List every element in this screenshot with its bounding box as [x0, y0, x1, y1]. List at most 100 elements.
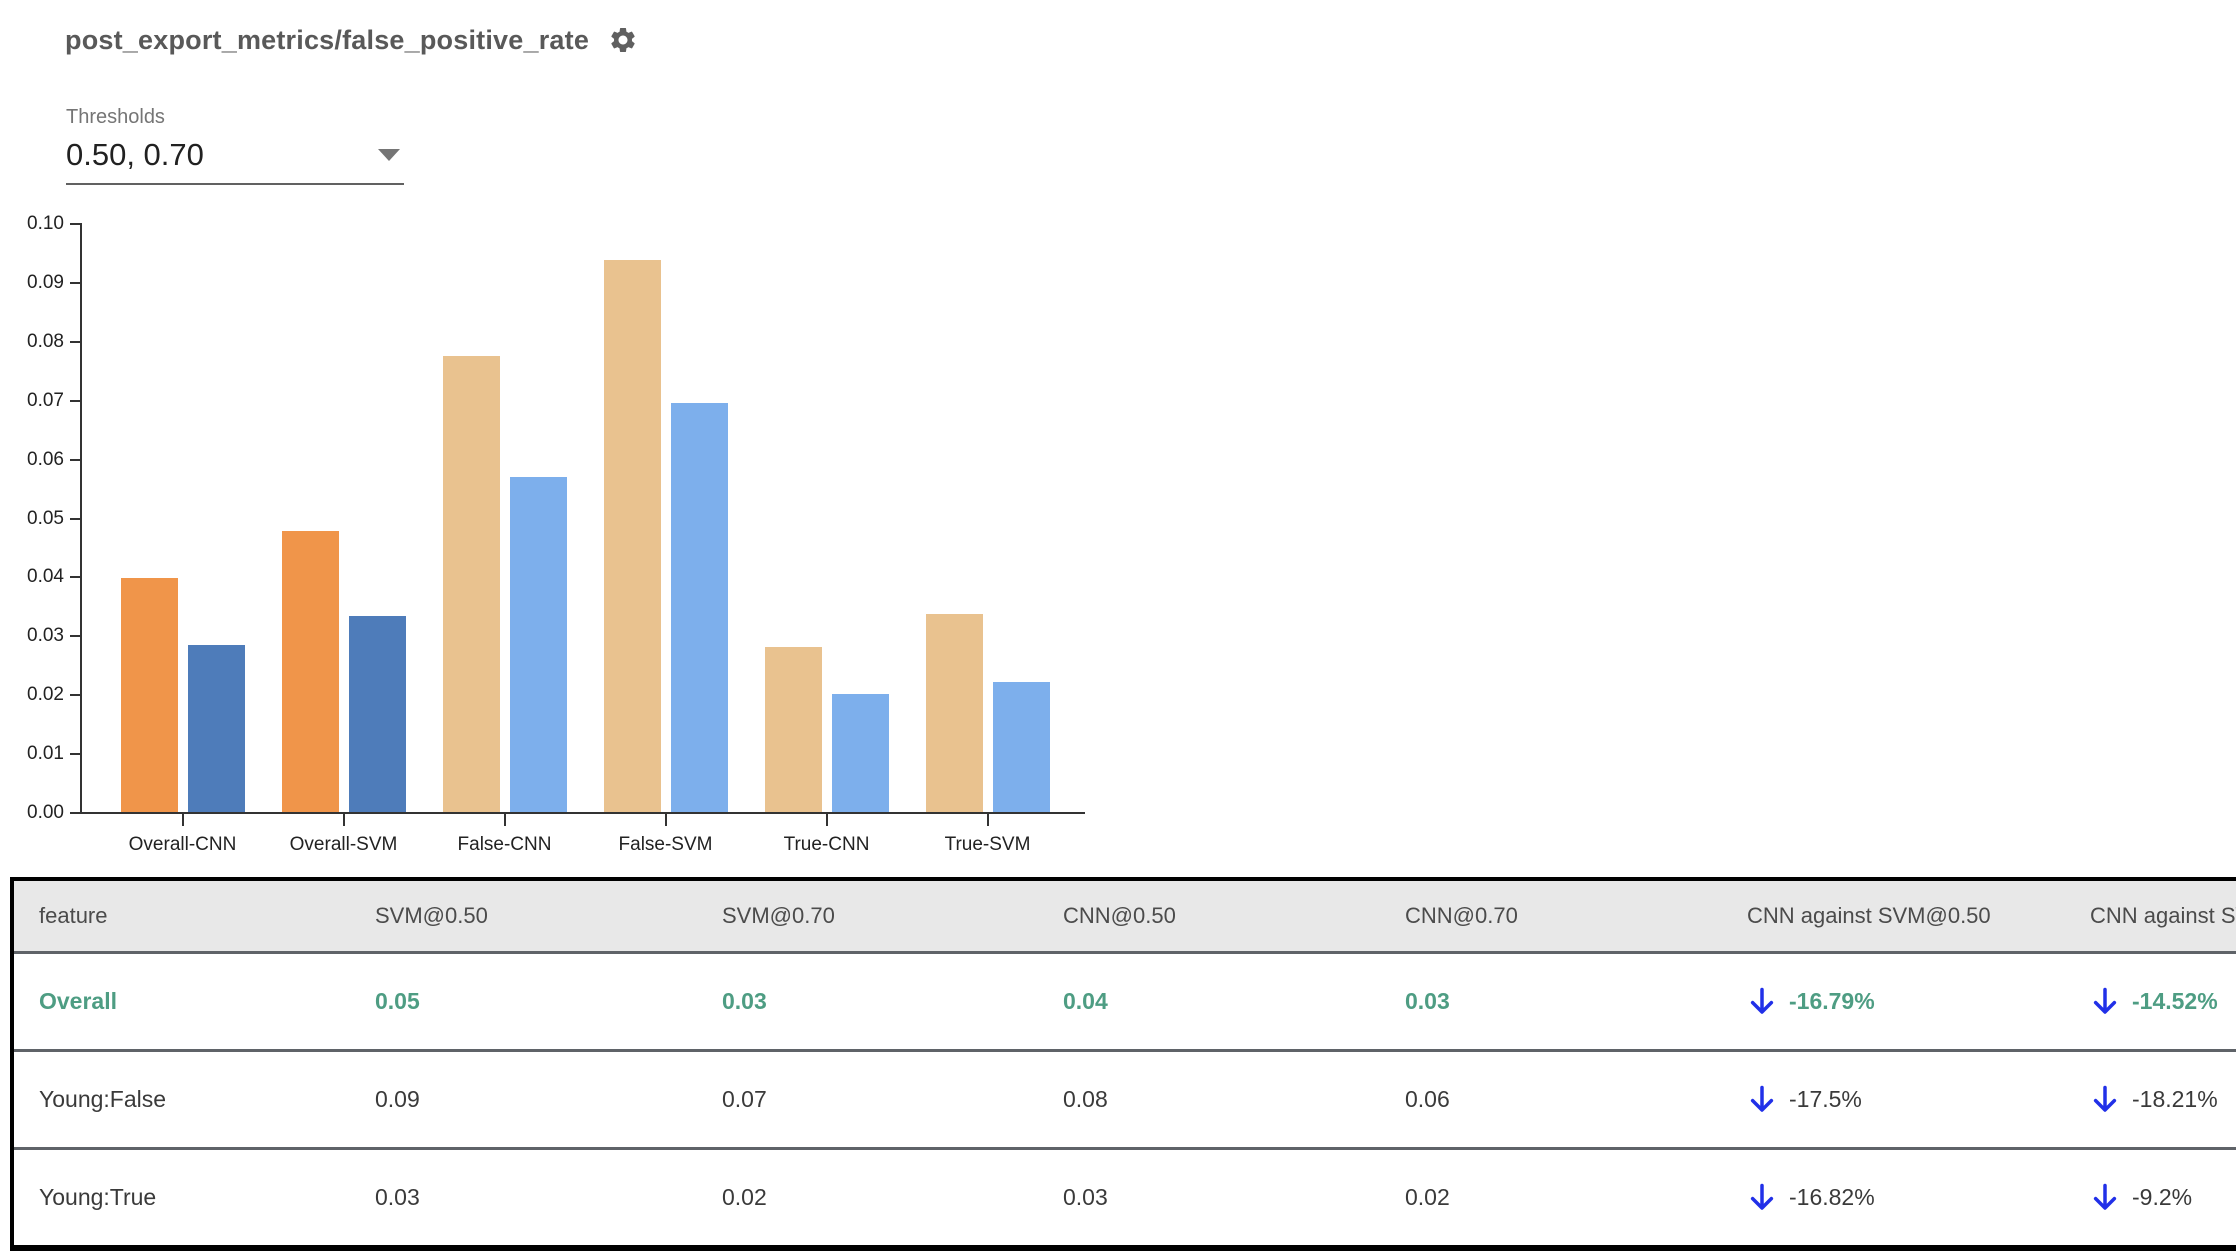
x-axis-category-label: Overall-CNN — [128, 834, 237, 855]
delta-value: -18.21% — [2132, 1086, 2218, 1112]
x-axis-tick — [181, 814, 184, 826]
y-axis-tick — [70, 281, 80, 284]
metric-value-cell: 0.09 — [350, 1049, 697, 1149]
metric-value-cell: 0.08 — [1038, 1049, 1380, 1149]
arrow-down-icon — [1750, 987, 1774, 1014]
x-axis-category-label: True-CNN — [783, 834, 870, 855]
thresholds-control: Thresholds 0.50, 0.70 — [66, 106, 404, 185]
y-axis-tick-label: 0.00 — [27, 802, 64, 823]
metrics-table-header: feature SVM@0.50 SVM@0.70 CNN@0.50 CNN@0.70 C… — [12, 879, 2236, 954]
delta-value: -14.52% — [2132, 988, 2218, 1014]
y-axis-tick — [70, 517, 80, 520]
metric-value-cell: 0.04 — [1063, 988, 1108, 1014]
x-axis-line — [80, 812, 1085, 814]
y-axis-tick — [70, 753, 80, 756]
column-header-feature: feature — [12, 879, 350, 954]
delta-cell: -14.52% — [2065, 953, 2236, 1051]
chart-bar-false-svm-t070[interactable] — [670, 403, 728, 812]
y-axis-tick-label: 0.03 — [27, 625, 64, 647]
metric-header: post_export_metrics/false_positive_rate — [65, 24, 639, 56]
chart-bar-true-cnn-t070[interactable] — [831, 694, 889, 812]
chevron-down-icon — [378, 149, 400, 161]
y-axis-tick — [70, 223, 80, 225]
chart-bar-true-svm-t070[interactable] — [992, 682, 1050, 812]
column-header-cnn-against-svm-0-70: CNN against SVM@0.70 — [2065, 879, 2236, 954]
page-title: post_export_metrics/false_positive_rate — [65, 24, 590, 55]
delta-cell: -16.82% — [1722, 1147, 2065, 1248]
y-axis-tick — [70, 458, 80, 461]
x-axis-category-label: True-SVM — [944, 834, 1031, 855]
metric-value-cell: 0.03 — [1405, 988, 1450, 1014]
arrow-down-icon — [2093, 1085, 2117, 1112]
feature-cell: Young:False — [12, 1049, 350, 1149]
metric-value-cell: 0.03 — [1038, 1147, 1380, 1248]
arrow-down-icon — [1750, 1085, 1774, 1112]
x-axis-tick — [825, 814, 828, 826]
y-axis-tick — [70, 340, 80, 343]
x-axis-tick — [342, 814, 345, 826]
x-axis-tick — [986, 814, 989, 826]
feature-cell: Overall — [39, 988, 117, 1014]
metric-value-cell: 0.02 — [697, 1147, 1038, 1248]
false-positive-rate-bar-chart: 0.00 0.01 0.02 0.03 0.04 0.05 0.06 0.07 0.08 0.09… — [0, 0, 1120, 880]
y-axis-tick-label: 0.05 — [27, 507, 64, 529]
table-row-young-true: Young:True 0.03 0.02 0.03 0.02 -16.82% -9.2% — [12, 1147, 2236, 1248]
settings-gear-icon[interactable] — [607, 24, 639, 56]
x-axis-category-label: Overall-SVM — [289, 834, 398, 855]
chart-bar-true-cnn-t050[interactable] — [764, 647, 822, 812]
chart-bar-overall-svm-t050[interactable] — [281, 531, 339, 812]
chart-bar-overall-svm-t070[interactable] — [348, 616, 406, 812]
y-axis-tick-label: 0.04 — [27, 566, 64, 588]
delta-value: -17.5% — [1789, 1086, 1862, 1112]
delta-value: -16.82% — [1789, 1184, 1875, 1210]
y-axis-tick — [70, 399, 80, 402]
column-header-cnn-against-svm-0-50: CNN against SVM@0.50 — [1722, 879, 2065, 954]
x-axis-tick — [664, 814, 667, 826]
arrow-down-icon — [1750, 1183, 1774, 1210]
metric-value-cell: 0.06 — [1380, 1049, 1722, 1149]
column-header-cnn-0-70: CNN@0.70 — [1380, 879, 1722, 954]
metric-value-cell: 0.07 — [697, 1049, 1038, 1149]
delta-value: -16.79% — [1789, 988, 1875, 1014]
delta-cell: -16.79% — [1722, 953, 2065, 1051]
table-row-overall: Overall 0.05 0.03 0.04 0.03 -16.79% -14.52% — [12, 953, 2236, 1051]
thresholds-select[interactable]: 0.50, 0.70 — [66, 137, 404, 185]
chart-bar-overall-cnn-t050[interactable] — [120, 578, 178, 812]
column-header-cnn-0-50: CNN@0.50 — [1038, 879, 1380, 954]
chart-bar-overall-cnn-t070[interactable] — [187, 645, 245, 812]
thresholds-label: Thresholds — [66, 106, 165, 128]
metrics-table: feature SVM@0.50 SVM@0.70 CNN@0.50 CNN@0.70 C… — [10, 877, 2236, 1251]
chart-bar-true-svm-t050[interactable] — [925, 614, 983, 812]
y-axis-tick — [70, 694, 80, 697]
y-axis-tick-label: 0.08 — [27, 330, 64, 352]
y-axis-tick-label: 0.02 — [27, 684, 64, 706]
delta-cell: -9.2% — [2065, 1147, 2236, 1248]
chart-bar-false-cnn-t050[interactable] — [442, 356, 500, 812]
x-axis-tick — [503, 814, 506, 826]
metric-value-cell: 0.03 — [722, 988, 767, 1014]
arrow-down-icon — [2093, 1183, 2117, 1210]
chart-bar-false-cnn-t070[interactable] — [509, 477, 567, 812]
thresholds-value: 0.50, 0.70 — [66, 137, 204, 172]
x-axis-category-label: False-CNN — [457, 834, 552, 855]
chart-bar-false-svm-t050[interactable] — [603, 260, 661, 812]
metric-value-cell: 0.03 — [350, 1147, 697, 1248]
column-header-svm-0-50: SVM@0.50 — [350, 879, 697, 954]
column-header-svm-0-70: SVM@0.70 — [697, 879, 1038, 954]
y-axis-tick-label: 0.10 — [27, 213, 64, 234]
arrow-down-icon — [2093, 987, 2117, 1014]
y-axis-tick-label: 0.07 — [27, 389, 64, 411]
delta-cell: -17.5% — [1722, 1049, 2065, 1149]
feature-cell: Young:True — [12, 1147, 350, 1248]
delta-value: -9.2% — [2132, 1184, 2193, 1210]
y-axis-tick-label: 0.09 — [27, 271, 64, 293]
metric-value-cell: 0.02 — [1380, 1147, 1722, 1248]
delta-cell: -18.21% — [2065, 1049, 2236, 1149]
y-axis-tick — [70, 812, 80, 814]
y-axis-line — [80, 223, 82, 814]
metric-value-cell: 0.05 — [375, 988, 420, 1014]
y-axis-tick-label: 0.06 — [27, 448, 64, 470]
y-axis-tick — [70, 635, 80, 638]
y-axis-tick — [70, 576, 80, 579]
y-axis-tick-label: 0.01 — [27, 743, 64, 765]
